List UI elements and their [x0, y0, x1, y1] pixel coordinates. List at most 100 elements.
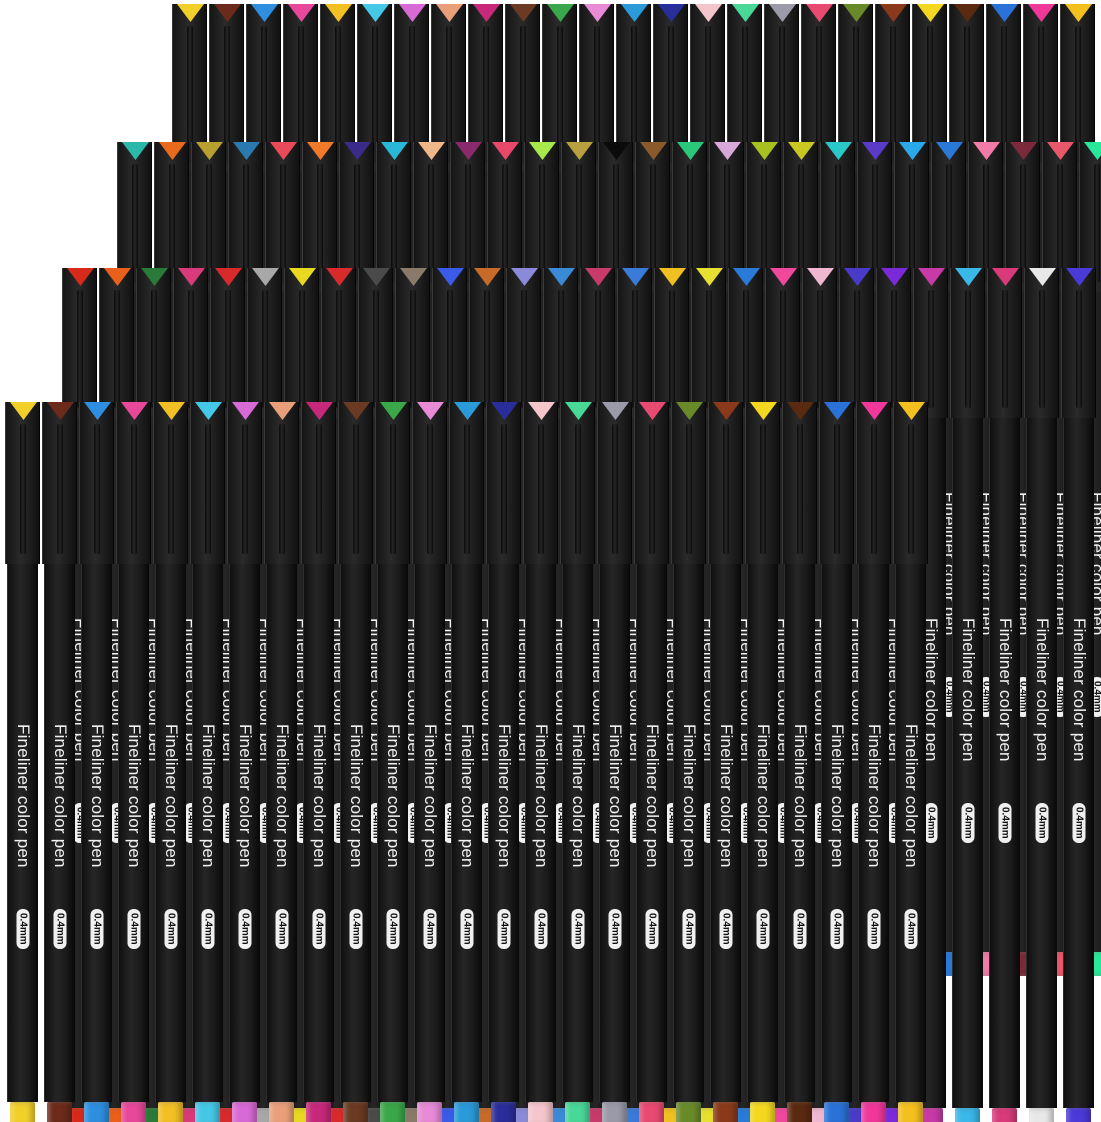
cap-color-indicator	[825, 142, 852, 160]
pen-barrel: Fineliner color pen 0.4mm	[952, 418, 983, 1108]
cap-color-indicator	[195, 402, 222, 420]
cap-color-indicator	[714, 142, 741, 160]
pen-clip	[168, 424, 174, 554]
pen-label: Fineliner color pen	[902, 724, 921, 868]
pen-clip	[983, 164, 989, 282]
cap-color-indicator	[436, 4, 463, 22]
cap-color-indicator	[973, 142, 1000, 160]
pen-label: Fineliner color pen	[680, 724, 699, 868]
pen-cap	[228, 142, 263, 292]
pen-clip	[262, 290, 268, 408]
cap-color-indicator	[955, 268, 982, 286]
pen-cap	[635, 142, 670, 292]
pen-barrel: Fineliner color pen 0.4mm	[155, 564, 186, 1102]
cap-color-indicator	[732, 4, 759, 22]
pen-label: Fineliner color pen	[347, 724, 366, 868]
cap-color-indicator	[696, 268, 723, 286]
pen-tip	[232, 1102, 257, 1122]
pen-size-badge: 0.4mm	[312, 909, 326, 949]
pen-cap	[190, 402, 225, 564]
pen-clip	[964, 26, 970, 162]
pen-barrel: Fineliner color pen 0.4mm	[81, 564, 112, 1102]
cap-color-indicator	[602, 402, 629, 420]
cap-color-indicator	[474, 268, 501, 286]
pen-clip	[631, 26, 637, 162]
pen-clip	[151, 290, 157, 408]
pen-clip	[854, 290, 860, 408]
pen-clip	[613, 164, 619, 282]
pen-size-badge: 0.4mm	[16, 909, 30, 949]
pen-tip	[676, 1102, 701, 1122]
pen-size-badge: 0.4mm	[961, 803, 975, 843]
cap-color-indicator	[454, 402, 481, 420]
pen-cap	[598, 142, 633, 292]
pen-clip	[205, 424, 211, 554]
pen-label: Fineliner color pen	[643, 724, 662, 868]
pen-tip	[992, 1108, 1017, 1122]
pen-clip	[502, 164, 508, 282]
pen: Fineliner color pen 0.4mm	[782, 402, 817, 1122]
pen: Fineliner color pen 0.4mm	[116, 402, 151, 1122]
cap-color-indicator	[824, 402, 851, 420]
cap-color-indicator	[343, 402, 370, 420]
cap-color-indicator	[214, 4, 241, 22]
cap-color-indicator	[381, 142, 408, 160]
pen: Fineliner color pen 0.4mm	[950, 268, 985, 1122]
cap-color-indicator	[770, 268, 797, 286]
cap-color-indicator	[270, 142, 297, 160]
pen-clip	[428, 164, 434, 282]
pen-tip	[306, 1102, 331, 1122]
pen-clip	[243, 164, 249, 282]
pen-size-badge: 0.4mm	[386, 909, 400, 949]
cap-color-indicator	[159, 142, 186, 160]
cap-color-indicator	[787, 402, 814, 420]
cap-color-indicator	[713, 402, 740, 420]
pen-cap	[728, 268, 763, 418]
pen: Fineliner color pen 0.4mm	[523, 402, 558, 1122]
cap-color-indicator	[676, 402, 703, 420]
pen-label: Fineliner color pen	[199, 724, 218, 868]
pen-cap	[449, 402, 484, 564]
pen-clip	[372, 26, 378, 162]
pen-clip	[724, 164, 730, 282]
cap-color-indicator	[399, 4, 426, 22]
pen-clip	[242, 424, 248, 554]
pen-cap	[1042, 142, 1077, 292]
cap-color-indicator	[251, 4, 278, 22]
cap-color-indicator	[289, 268, 316, 286]
pen-tip	[1066, 1108, 1091, 1122]
pen-cap	[782, 402, 817, 564]
pen-cap	[5, 402, 40, 564]
pen-size-badge: 0.4mm	[998, 803, 1012, 843]
pen-clip	[224, 26, 230, 162]
cap-color-indicator	[380, 402, 407, 420]
pen-cap	[950, 268, 985, 418]
pen-size-badge: 0.4mm	[460, 909, 474, 949]
cap-color-indicator	[621, 4, 648, 22]
pen-cap	[913, 268, 948, 418]
pen-clip	[520, 26, 526, 162]
pen-tip	[639, 1102, 664, 1122]
pen: Fineliner color pen 0.4mm	[708, 402, 743, 1122]
pen-label: Fineliner color pen	[14, 724, 33, 868]
pen-clip	[1075, 26, 1081, 162]
pen-clip	[743, 290, 749, 408]
cap-color-indicator	[1028, 4, 1055, 22]
pen-tip	[1029, 1108, 1054, 1122]
pen-clip	[557, 26, 563, 162]
pen-cap	[893, 402, 928, 564]
cap-color-indicator	[141, 268, 168, 286]
pen-clip	[77, 290, 83, 408]
cap-color-indicator	[121, 402, 148, 420]
cap-color-indicator	[881, 268, 908, 286]
pen-cap	[654, 268, 689, 418]
pen: Fineliner color pen 0.4mm	[412, 402, 447, 1122]
cap-color-indicator	[991, 4, 1018, 22]
pen-cap	[173, 268, 208, 418]
pen-size-badge: 0.4mm	[608, 909, 622, 949]
pen-cap	[672, 142, 707, 292]
pen-cap	[802, 268, 837, 418]
pen-cap	[42, 402, 77, 564]
pen-clip	[187, 26, 193, 162]
cap-color-indicator	[566, 142, 593, 160]
